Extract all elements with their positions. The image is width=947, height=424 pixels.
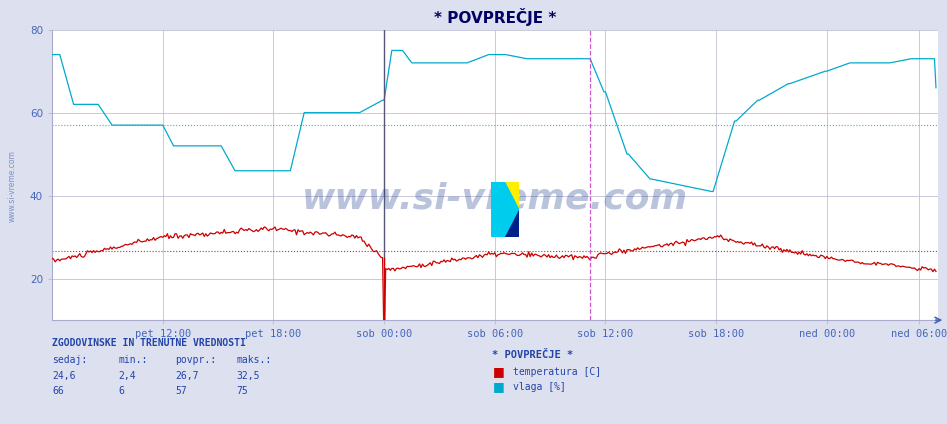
Text: 2,4: 2,4 (118, 371, 136, 382)
Text: maks.:: maks.: (237, 354, 272, 365)
Text: 66: 66 (52, 386, 63, 396)
Polygon shape (491, 182, 519, 237)
Text: 57: 57 (175, 386, 187, 396)
Text: * POVPREČJE *: * POVPREČJE * (492, 350, 574, 360)
Polygon shape (505, 210, 519, 237)
Text: 26,7: 26,7 (175, 371, 199, 382)
Polygon shape (491, 210, 505, 237)
Text: vlaga [%]: vlaga [%] (513, 382, 566, 392)
Text: ■: ■ (492, 380, 504, 393)
Text: sedaj:: sedaj: (52, 354, 87, 365)
Text: 75: 75 (237, 386, 248, 396)
Text: ZGODOVINSKE IN TRENUTNE VREDNOSTI: ZGODOVINSKE IN TRENUTNE VREDNOSTI (52, 338, 246, 348)
Text: 6: 6 (118, 386, 124, 396)
Text: min.:: min.: (118, 354, 148, 365)
Text: temperatura [C]: temperatura [C] (513, 367, 601, 377)
Text: 24,6: 24,6 (52, 371, 76, 382)
Text: www.si-vreme.com: www.si-vreme.com (8, 151, 17, 223)
Text: 32,5: 32,5 (237, 371, 260, 382)
Text: www.si-vreme.com: www.si-vreme.com (302, 181, 688, 215)
Polygon shape (505, 210, 519, 237)
Text: povpr.:: povpr.: (175, 354, 216, 365)
Polygon shape (491, 182, 519, 237)
Title: * POVPREČJE *: * POVPREČJE * (434, 8, 556, 26)
Text: ■: ■ (492, 365, 504, 378)
